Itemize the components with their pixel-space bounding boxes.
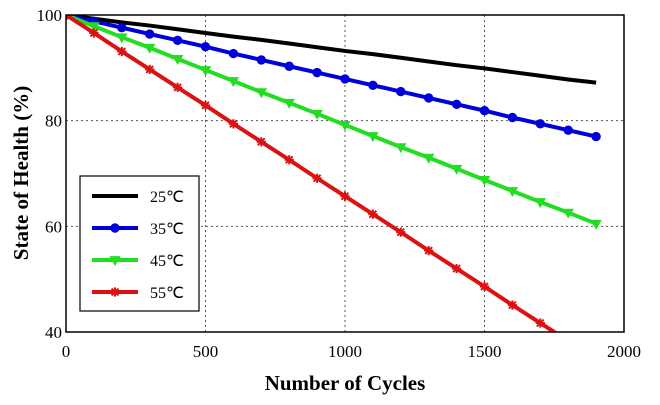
data-point [312,67,322,78]
data-point [424,93,434,103]
data-point [451,99,462,109]
x-axis-label: Number of Cycles [265,371,426,395]
x-tick-label: 1000 [328,342,362,361]
plot-frame [65,14,625,333]
data-point [110,287,120,297]
data-point [479,105,490,116]
series-line [66,15,597,85]
legend-label: 25℃ [150,189,184,206]
data-point [110,223,120,233]
y-tick-label: 80 [45,112,62,131]
series-4 [66,15,600,363]
data-point [228,119,239,129]
data-point [591,131,601,142]
legend-item: 55℃ [92,285,184,302]
data-point [144,43,156,54]
x-tick-label: 500 [193,342,219,361]
data-point [395,143,407,154]
data-point [284,61,294,71]
data-point [256,137,266,147]
y-tick-label: 60 [45,217,62,236]
data-point [145,64,155,75]
data-point [171,54,184,65]
series-group [66,15,602,363]
data-point [256,55,266,65]
data-point [563,125,573,135]
data-point [172,35,183,46]
data-point [200,100,211,110]
data-point [339,121,351,131]
legend-item: 45℃ [92,253,184,270]
data-point [311,109,323,120]
data-point [340,191,350,201]
data-point [89,28,99,38]
data-point [200,42,211,52]
data-point [424,246,434,256]
data-point [116,33,128,44]
data-point [507,112,518,123]
y-tick-label: 100 [37,6,63,25]
series-line [66,15,597,226]
legend: 25℃ 35℃ 45℃ 55℃ [79,175,200,312]
series-3 [66,15,602,230]
x-tick-label: 1500 [468,342,502,361]
data-point [396,227,406,237]
data-point [88,22,100,33]
legend-label: 35℃ [150,221,184,238]
x-tick-label: 2000 [607,342,641,361]
data-point [451,263,462,274]
data-point [562,208,574,219]
data-point [591,354,600,363]
series-line [66,15,558,332]
legend-item: 35℃ [92,221,184,238]
legend-box [79,175,200,312]
data-point [255,88,267,99]
data-point [312,173,322,183]
data-point [534,198,546,209]
data-point [117,22,127,33]
ticks: 0 500 1000 1500 2000 40 60 80 100 [37,6,642,361]
data-point [479,281,490,292]
x-tick-label: 0 [62,342,71,361]
data-point [228,48,239,59]
data-point [199,66,212,76]
data-point [450,164,463,175]
data-point [368,209,378,219]
data-point [367,132,379,143]
data-point [227,77,240,88]
legend-label: 45℃ [150,253,184,270]
y-tick-label: 40 [45,323,62,342]
legend-label: 55℃ [150,285,184,302]
data-point [506,187,519,197]
data-point [535,119,545,129]
data-point [172,82,183,93]
data-point [283,98,295,109]
data-point [478,175,491,186]
series-1 [66,15,597,85]
data-point [564,336,573,345]
data-point [109,256,121,267]
data-point [368,80,378,90]
data-point [396,86,406,97]
data-point [284,155,294,165]
series-line [66,15,597,139]
data-point [590,219,602,230]
data-point [340,74,350,84]
data-point [117,46,127,57]
y-axis-label: State of Health (%) [9,86,33,260]
data-point [145,29,155,39]
legend-item: 25℃ [92,189,184,206]
data-point [423,153,435,164]
data-point [507,300,518,310]
data-point [66,15,71,20]
data-point [535,318,545,328]
